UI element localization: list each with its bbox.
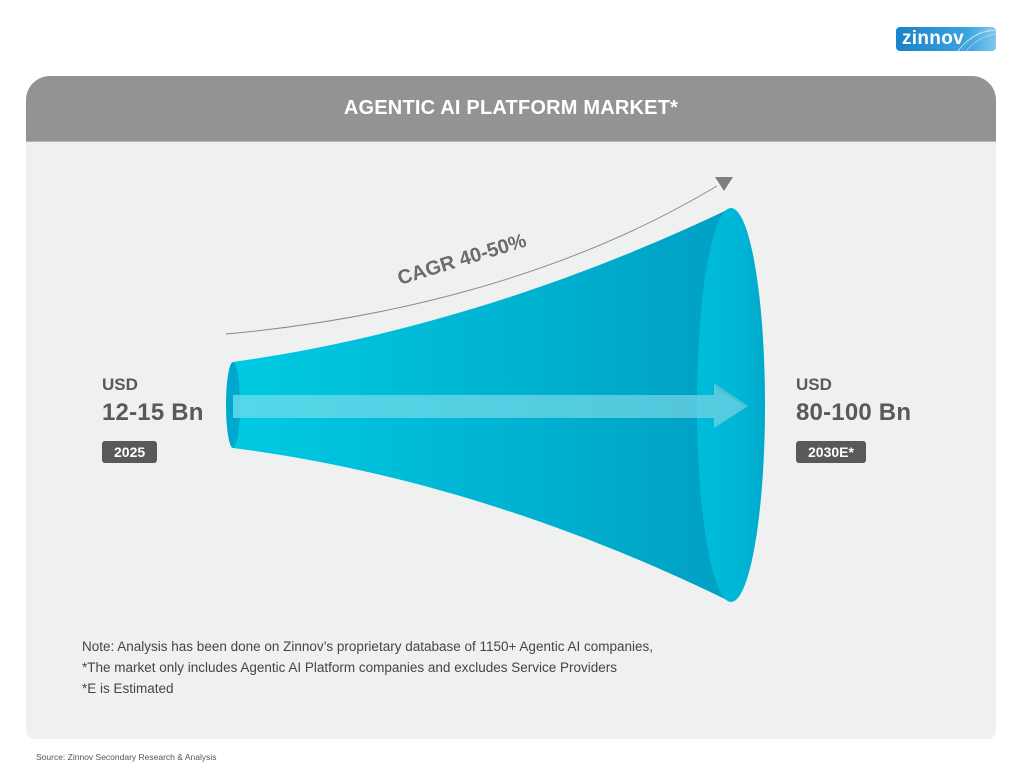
- start-year-badge: 2025: [102, 441, 158, 463]
- start-value-block: USD 12-15 Bn 2025: [102, 375, 204, 463]
- start-amount: 12-15 Bn: [102, 399, 204, 426]
- notes: Note: Analysis has been done on Zinnov’s…: [82, 636, 653, 699]
- start-currency: USD: [102, 375, 138, 394]
- cagr-curve: [225, 185, 718, 335]
- cagr-label: CAGR 40-50%: [395, 230, 529, 290]
- end-value-block: USD 80-100 Bn 2030E*: [796, 375, 911, 463]
- card-title: AGENTIC AI PLATFORM MARKET*: [343, 97, 679, 119]
- zinnov-logo: zinnov: [896, 27, 996, 51]
- cagr-arrowhead-icon: [715, 177, 733, 191]
- note-line: *The market only includes Agentic AI Pla…: [82, 660, 618, 675]
- end-year-badge: 2030E*: [796, 441, 866, 463]
- end-currency: USD: [796, 375, 832, 394]
- note-line: Note: Analysis has been done on Zinnov’s…: [82, 639, 654, 654]
- note-line: *E is Estimated: [82, 681, 174, 696]
- growth-arrow-icon: [233, 383, 748, 428]
- logo-swoosh-icon: [957, 27, 996, 51]
- logo-text: zinnov: [902, 28, 964, 49]
- source-text: Source: Zinnov Secondary Research & Anal…: [36, 752, 217, 762]
- card-header: AGENTIC AI PLATFORM MARKET*: [26, 76, 996, 142]
- end-amount: 80-100 Bn: [796, 399, 912, 426]
